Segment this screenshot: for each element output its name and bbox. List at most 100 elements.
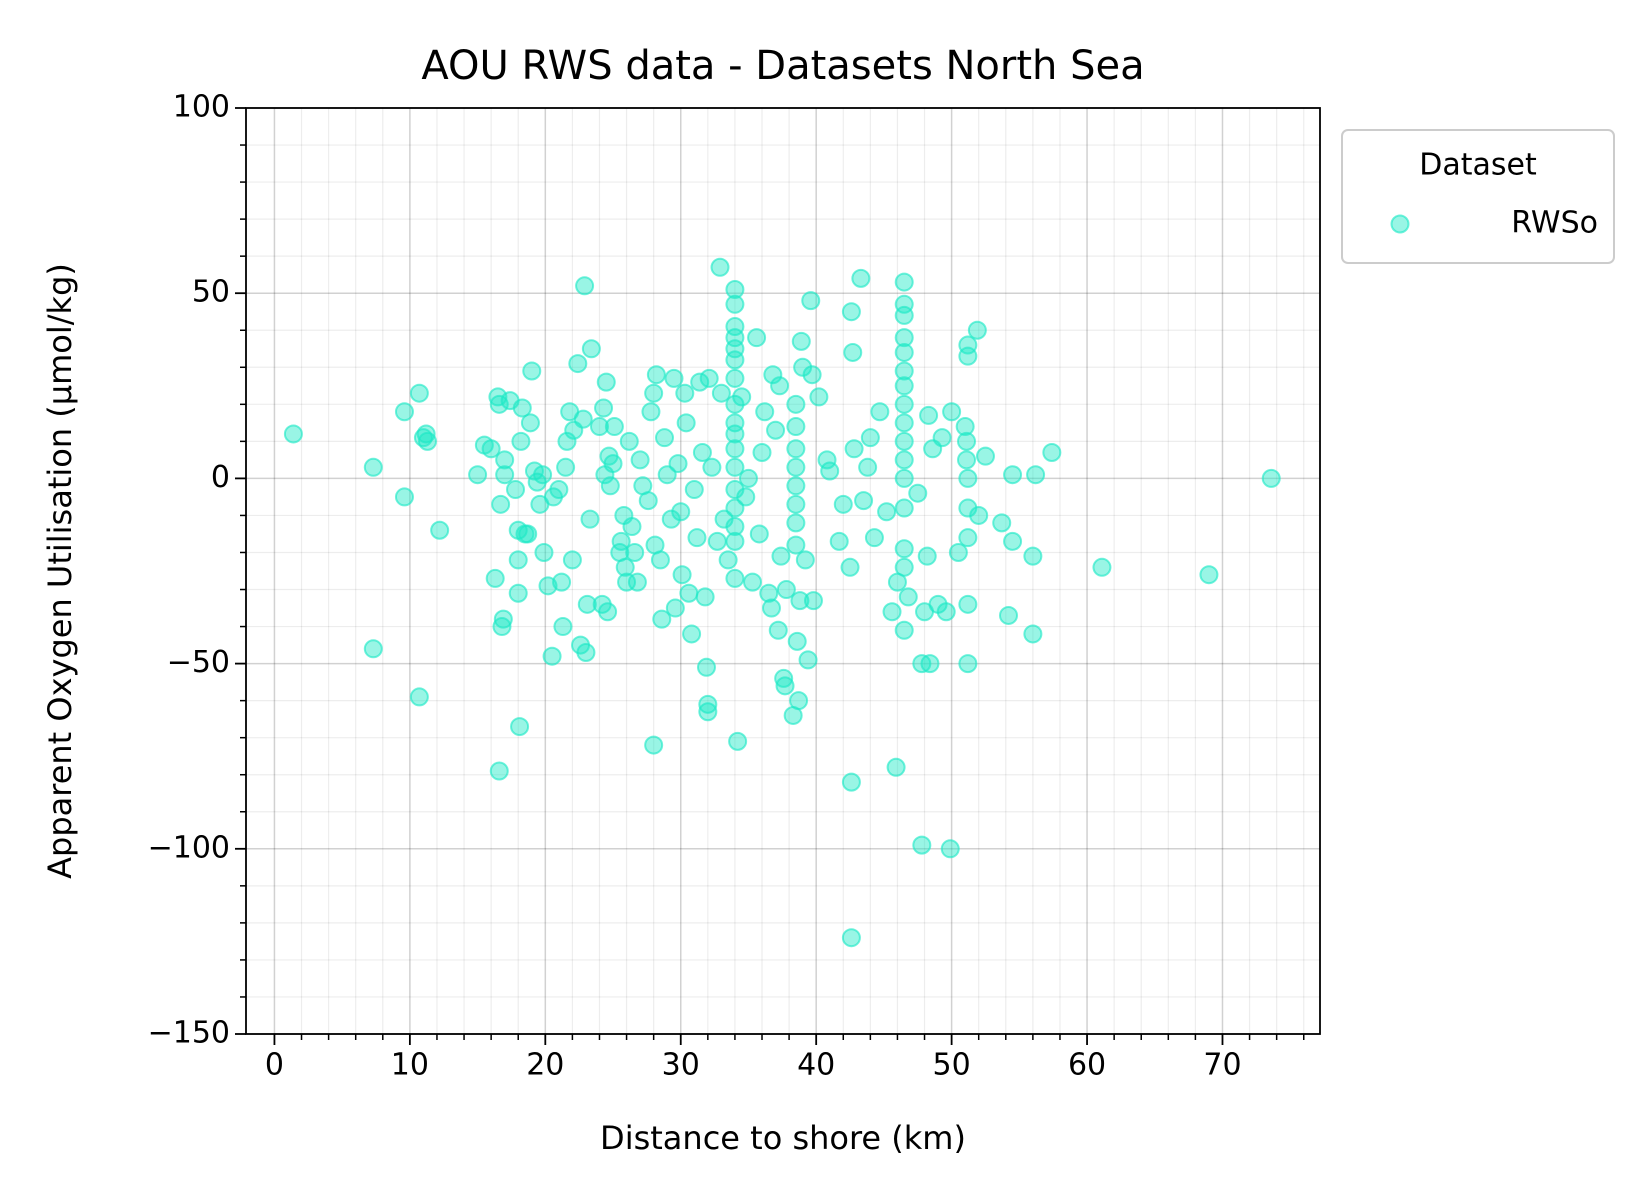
scatter-point <box>725 498 745 518</box>
x-tick-label: 60 <box>1068 1048 1106 1083</box>
scatter-point <box>409 383 429 403</box>
scatter-point <box>793 357 813 377</box>
scatter-point <box>481 439 501 459</box>
scatter-point <box>646 365 666 385</box>
scatter-point <box>510 717 530 737</box>
scatter-point <box>699 368 719 388</box>
scatter-point <box>820 461 840 481</box>
x-axis-label: Distance to shore (km) <box>600 1119 966 1157</box>
scatter-point <box>725 517 745 537</box>
scatter-point <box>969 505 989 525</box>
scatter-point <box>698 694 718 714</box>
scatter-point <box>495 450 515 470</box>
scatter-point <box>641 402 661 422</box>
scatter-point <box>894 413 914 433</box>
scatter-point <box>1003 465 1023 485</box>
scatter-point <box>725 350 745 370</box>
scatter-point <box>755 402 775 422</box>
scatter-point <box>908 483 928 503</box>
scatter-point <box>552 572 572 592</box>
scatter-point <box>644 383 664 403</box>
scatter-point <box>518 524 538 544</box>
scatter-point <box>958 528 978 548</box>
scatter-point <box>604 417 624 437</box>
scatter-point <box>768 620 788 640</box>
scatter-point <box>1023 624 1043 644</box>
scatter-point <box>707 531 727 551</box>
x-tick-label: 70 <box>1203 1048 1241 1083</box>
scatter-point <box>732 387 752 407</box>
scatter-point <box>958 654 978 674</box>
scatter-point <box>957 431 977 451</box>
scatter-point <box>801 291 821 311</box>
scatter-point <box>841 928 861 948</box>
scatter-point <box>556 457 576 477</box>
scatter-point <box>786 394 806 414</box>
scatter-point <box>491 494 511 514</box>
scatter-point <box>898 587 918 607</box>
scatter-point <box>958 594 978 614</box>
scatter-point <box>770 376 790 396</box>
scatter-point <box>675 383 695 403</box>
scatter-point <box>679 583 699 603</box>
scatter-point <box>671 502 691 522</box>
scatter-point <box>894 394 914 414</box>
scatter-point <box>363 457 383 477</box>
y-axis-label: Apparent Oxygen Utilisation (µmol/kg) <box>41 263 79 879</box>
scatter-point <box>833 494 853 514</box>
scatter-point <box>684 480 704 500</box>
scatter-point <box>522 361 542 381</box>
y-tick-label: 0 <box>211 460 230 495</box>
scatter-point <box>1042 442 1062 462</box>
scatter-point <box>771 546 791 566</box>
scatter-point <box>485 568 505 588</box>
scatter-point <box>786 535 806 555</box>
scatter-point <box>725 531 745 551</box>
scatter-point <box>841 302 861 322</box>
scatter-point <box>920 654 940 674</box>
scatter-point <box>775 676 795 696</box>
scatter-point <box>711 383 731 403</box>
scatter-point <box>798 650 818 670</box>
scatter-point <box>668 454 688 474</box>
scatter-point <box>942 402 962 422</box>
scatter-point <box>702 457 722 477</box>
scatter-point <box>894 557 914 577</box>
x-tick-label: 40 <box>797 1048 835 1083</box>
scatter-point <box>557 431 577 451</box>
scatter-point <box>894 620 914 640</box>
scatter-point <box>611 531 631 551</box>
scatter-point <box>506 480 526 500</box>
scatter-point <box>657 465 677 485</box>
scatter-point <box>894 431 914 451</box>
legend-marker <box>1390 214 1410 234</box>
scatter-point <box>841 772 861 792</box>
legend-title: Dataset <box>1419 148 1537 183</box>
scatter-point <box>786 457 806 477</box>
scatter-point <box>1092 557 1112 577</box>
scatter-point <box>581 339 601 359</box>
plot-frame <box>245 107 1321 1035</box>
scatter-point <box>698 702 718 722</box>
scatter-point <box>650 550 670 570</box>
scatter-point <box>692 442 712 462</box>
scatter-point <box>615 557 635 577</box>
scatter-point <box>409 687 429 707</box>
x-tick-label: 20 <box>526 1048 564 1083</box>
scatter-point <box>894 305 914 325</box>
scatter-point <box>955 417 975 437</box>
scatter-point <box>589 417 609 437</box>
scatter-point <box>1199 565 1219 585</box>
scatter-point <box>638 491 658 511</box>
scatter-point <box>687 528 707 548</box>
scatter-point <box>622 517 642 537</box>
scatter-point <box>725 294 745 314</box>
scatter-point <box>568 354 588 374</box>
scatter-point <box>725 424 745 444</box>
scatter-point <box>864 528 884 548</box>
scatter-point <box>817 450 837 470</box>
scatter-point <box>665 598 685 618</box>
scatter-point <box>627 572 647 592</box>
scatter-point <box>430 520 450 540</box>
scatter-point <box>789 691 809 711</box>
